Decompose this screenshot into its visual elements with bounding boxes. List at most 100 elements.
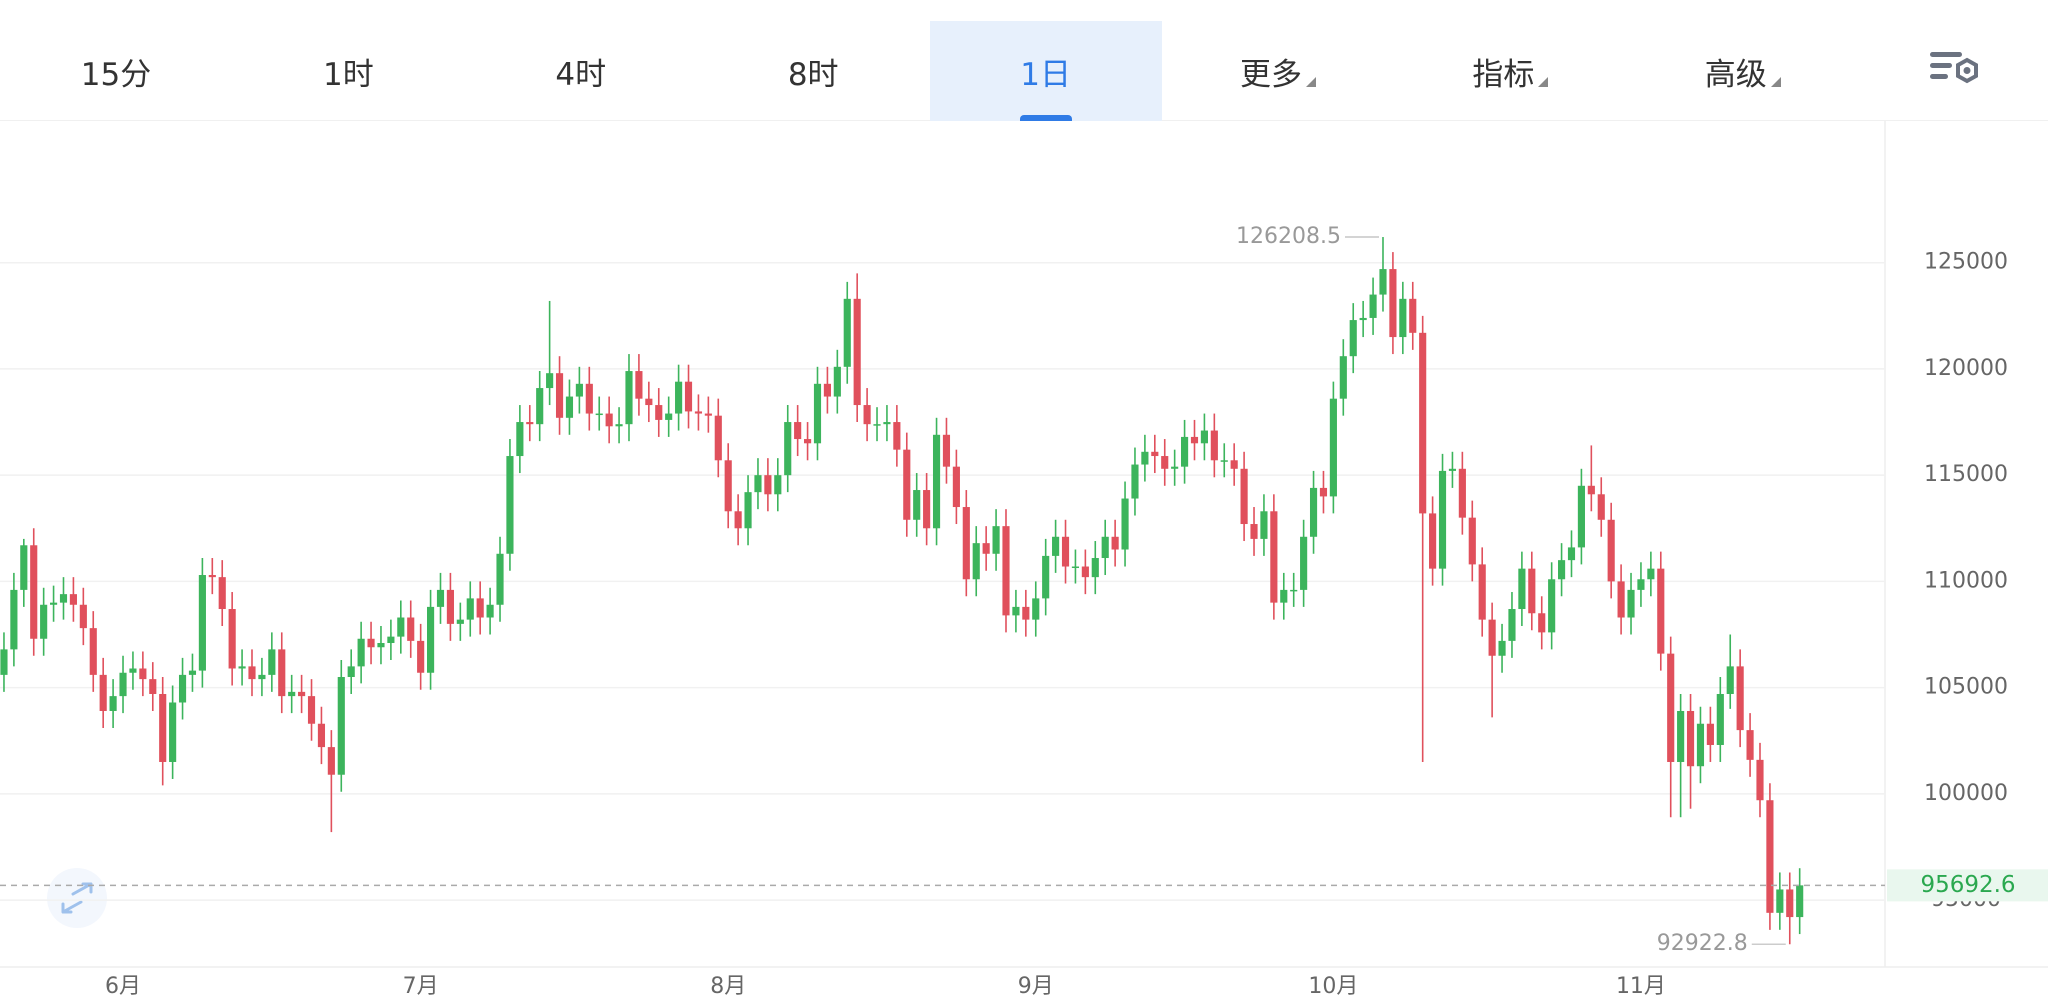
candle-body — [1577, 485, 1585, 548]
candle-body — [625, 371, 633, 425]
candle-body — [774, 475, 782, 495]
candle-body — [317, 723, 326, 748]
candle-body — [575, 383, 583, 397]
candle-body — [1121, 498, 1129, 550]
candle-body — [218, 577, 226, 610]
candle-body — [248, 666, 256, 680]
candle-body — [1190, 436, 1199, 444]
candle-body — [744, 492, 752, 529]
candle-body — [1042, 555, 1050, 599]
tab[interactable]: 指标 — [1394, 21, 1626, 121]
candle-body — [1667, 653, 1675, 762]
candle-body — [1012, 606, 1020, 616]
candle-body — [288, 691, 296, 697]
candle-body — [694, 411, 703, 414]
candle-body — [347, 666, 355, 677]
candle-body — [1677, 710, 1685, 762]
candle-body — [456, 619, 464, 624]
tab[interactable]: 15分 — [0, 21, 232, 121]
tab[interactable]: 4时 — [465, 21, 697, 121]
candle-body — [1508, 609, 1516, 641]
candle-body — [417, 640, 425, 673]
candle-body — [446, 589, 454, 624]
dropdown-arrow — [1538, 77, 1549, 87]
candle-body — [873, 424, 881, 426]
candle-body — [20, 545, 28, 590]
candle-body — [1696, 723, 1705, 767]
candle-body — [268, 649, 276, 675]
candle-body — [357, 638, 365, 667]
candle-body — [1111, 536, 1119, 550]
candles — [0, 237, 1804, 945]
tab-label: 4时 — [555, 56, 607, 93]
candle-body — [516, 422, 524, 457]
candle-body — [923, 490, 931, 529]
candle-body — [307, 696, 316, 724]
candle-body — [704, 413, 712, 416]
candle-body — [734, 511, 742, 529]
candle-body — [387, 636, 395, 644]
candle-body — [1528, 568, 1536, 614]
candle-body — [169, 702, 177, 762]
candle-body — [496, 553, 504, 605]
candle-body — [1686, 710, 1695, 767]
candle-body — [1379, 269, 1387, 295]
tab[interactable]: 1时 — [232, 21, 464, 121]
candle-body — [555, 373, 564, 418]
x-tick-label: 6月 — [105, 974, 141, 999]
candle-body — [605, 413, 613, 427]
candle-body — [1240, 468, 1248, 525]
candle-body — [149, 679, 157, 694]
candle-body — [178, 674, 187, 703]
candle-body — [1776, 889, 1784, 913]
candle-body — [863, 405, 871, 425]
candle-body — [764, 475, 772, 495]
candle-body — [198, 575, 206, 671]
candle-body — [10, 589, 18, 650]
candle-body — [655, 405, 663, 420]
candle-body — [327, 747, 335, 775]
expand-button[interactable] — [47, 868, 107, 928]
candle-body — [1081, 566, 1089, 578]
candle-body — [1339, 356, 1347, 399]
candle-body — [992, 526, 1000, 554]
tab[interactable]: 8时 — [697, 21, 929, 121]
candle-body — [1399, 298, 1407, 338]
candle-body — [932, 434, 941, 529]
candle-body — [1151, 451, 1159, 457]
candle-body — [1538, 613, 1546, 633]
candle-body — [942, 434, 951, 467]
candle-body — [903, 449, 911, 520]
candle-body — [1458, 468, 1466, 518]
candle-body — [1587, 485, 1595, 495]
candle-body — [635, 371, 643, 399]
tab[interactable]: 更多 — [1162, 21, 1394, 121]
candle-body — [1280, 589, 1288, 603]
candle-body — [1230, 460, 1238, 469]
tab-label: 1日 — [1020, 56, 1071, 93]
candle-body — [675, 381, 683, 414]
tab[interactable]: 1日 — [929, 21, 1162, 121]
candle-body — [1260, 511, 1268, 539]
candle-body — [1300, 536, 1308, 590]
dropdown-arrow — [1306, 77, 1316, 87]
candle-body — [1448, 468, 1457, 471]
candle-body — [843, 298, 851, 367]
candle-body — [1647, 568, 1655, 580]
candle-body — [1716, 693, 1724, 745]
candle-body — [1736, 666, 1744, 731]
candle-body — [1558, 560, 1566, 580]
extreme-label: 92922.8 — [1657, 931, 1748, 956]
candle-body — [1438, 470, 1447, 569]
tab[interactable]: 高级 — [1627, 21, 1859, 121]
candle-body — [883, 422, 891, 425]
candle-body — [0, 649, 8, 675]
candle-body — [784, 422, 792, 476]
tab-label: 指标 — [1472, 56, 1535, 93]
candle-body — [1052, 536, 1060, 556]
candle-body — [1359, 317, 1367, 321]
y-tick-label: 120000 — [1924, 356, 2008, 381]
settings-icon[interactable] — [1930, 52, 1978, 84]
candle-body — [1409, 298, 1417, 333]
